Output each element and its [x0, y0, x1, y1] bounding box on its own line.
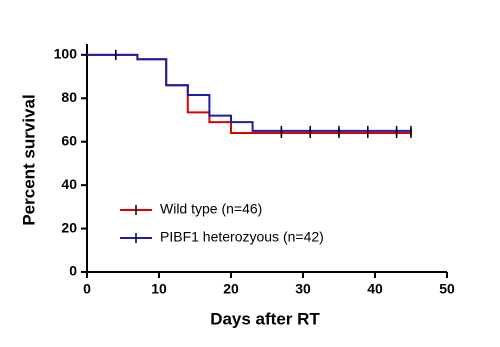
x-axis-title: Days after RT — [210, 309, 320, 328]
y-tick-label: 80 — [61, 89, 77, 105]
x-tick-label: 0 — [83, 281, 91, 297]
x-tick-label: 10 — [151, 281, 167, 297]
legend-text: Wild type (n=46) — [160, 201, 262, 217]
y-axis-title: Percent survival — [19, 94, 38, 225]
legend-text: PIBF1 heterozyous (n=42) — [160, 229, 324, 245]
x-tick-label: 30 — [295, 281, 311, 297]
y-tick-label: 20 — [61, 219, 77, 235]
x-tick-label: 20 — [223, 281, 239, 297]
y-tick-label: 100 — [54, 46, 78, 62]
y-tick-label: 0 — [69, 263, 77, 279]
survival-curve — [87, 53, 411, 132]
x-tick-label: 40 — [367, 281, 383, 297]
x-tick-label: 50 — [439, 281, 455, 297]
y-tick-label: 40 — [61, 176, 77, 192]
y-tick-label: 60 — [61, 132, 77, 148]
